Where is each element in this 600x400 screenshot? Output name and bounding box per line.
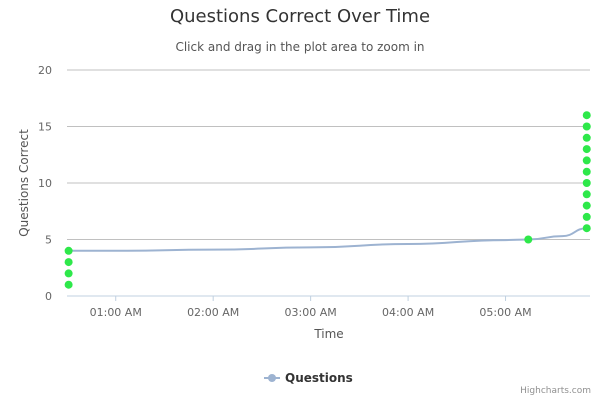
- axis-layer: 0 5 10 15 20 01:00 AM 02:00 AM 03:00 AM 04:00 AM…: [38, 64, 590, 319]
- chart-subtitle: Click and drag in the plot area to zoom …: [175, 40, 425, 54]
- y-tick-label: 15: [38, 121, 52, 134]
- legend-point-marker: [268, 374, 276, 382]
- grid-layer: [67, 69, 590, 240]
- data-point[interactable]: [582, 190, 591, 199]
- data-point[interactable]: [64, 280, 73, 289]
- chart-title: Questions Correct Over Time: [169, 6, 431, 27]
- y-tick-label: 0: [45, 290, 52, 303]
- y-axis-title: Questions Correct: [17, 129, 31, 237]
- legend-item-questions: Questions: [285, 371, 353, 385]
- data-point[interactable]: [582, 111, 591, 120]
- x-tick-label: 02:00 AM: [187, 306, 239, 319]
- y-tick-label: 20: [38, 64, 52, 77]
- series-layer: [64, 111, 591, 289]
- data-point[interactable]: [524, 235, 533, 244]
- x-tick-label: 04:00 AM: [382, 306, 434, 319]
- data-point[interactable]: [582, 212, 591, 221]
- data-point[interactable]: [64, 269, 73, 278]
- data-point[interactable]: [582, 201, 591, 210]
- x-tick-label: 01:00 AM: [90, 306, 142, 319]
- data-point[interactable]: [582, 179, 591, 187]
- credits-link[interactable]: Highcharts.com: [520, 386, 591, 396]
- series-line-questions: [67, 227, 587, 252]
- x-tick-label: 05:00 AM: [479, 306, 531, 319]
- y-tick-label: 5: [45, 234, 52, 247]
- data-point[interactable]: [582, 122, 591, 131]
- x-tick-label: 03:00 AM: [285, 306, 337, 319]
- data-point[interactable]: [582, 133, 591, 142]
- data-point[interactable]: [64, 246, 73, 255]
- data-point[interactable]: [582, 224, 591, 233]
- data-point[interactable]: [64, 258, 73, 267]
- y-tick-label: 10: [38, 177, 52, 190]
- x-axis-title: Time: [313, 327, 343, 341]
- data-point[interactable]: [582, 145, 591, 154]
- legend[interactable]: Questions: [264, 371, 353, 385]
- data-point[interactable]: [582, 156, 591, 165]
- data-point[interactable]: [582, 167, 591, 176]
